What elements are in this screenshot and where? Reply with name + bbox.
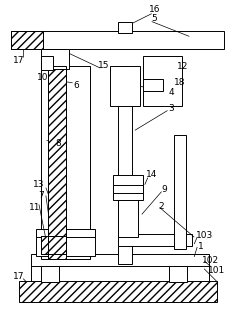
Bar [48, 66, 66, 259]
Text: 5: 5 [152, 14, 157, 23]
Text: 6: 6 [74, 81, 79, 90]
Text: 16: 16 [149, 5, 160, 14]
Bar [41, 266, 59, 282]
Text: 12: 12 [177, 61, 188, 71]
Bar [41, 236, 66, 254]
Text: 14: 14 [146, 170, 157, 179]
Text: 102: 102 [202, 256, 219, 265]
Text: 13: 13 [33, 180, 45, 189]
Bar [36, 234, 95, 256]
Bar [11, 32, 43, 49]
Bar [113, 175, 143, 199]
Text: 11: 11 [29, 203, 41, 212]
Bar [118, 66, 132, 264]
Bar [48, 66, 66, 259]
Bar [118, 234, 192, 246]
Text: 15: 15 [97, 60, 109, 70]
Text: 4: 4 [169, 88, 174, 97]
Text: 103: 103 [195, 231, 213, 240]
Text: 9: 9 [162, 185, 167, 194]
Bar [143, 79, 162, 91]
Bar [169, 266, 187, 282]
Bar [174, 135, 186, 249]
Bar [41, 49, 69, 69]
Bar [36, 229, 95, 237]
Bar [118, 21, 132, 33]
Bar [11, 32, 43, 49]
Bar [41, 66, 90, 259]
Bar [41, 56, 53, 70]
Bar [31, 264, 209, 281]
Text: 18: 18 [174, 78, 185, 87]
Bar [110, 66, 140, 106]
Bar [113, 185, 143, 192]
Bar [19, 281, 217, 302]
Text: 10: 10 [37, 73, 49, 83]
Bar [31, 254, 209, 266]
Text: 3: 3 [169, 104, 174, 113]
Bar [41, 32, 224, 49]
Bar [118, 199, 138, 237]
Text: 7: 7 [38, 191, 44, 200]
Bar [41, 236, 66, 254]
Text: 1: 1 [198, 243, 204, 251]
Text: 2: 2 [159, 202, 164, 211]
Text: 17: 17 [13, 272, 25, 281]
Text: 101: 101 [208, 266, 226, 275]
Bar [143, 56, 182, 106]
Text: 17: 17 [13, 56, 25, 65]
Text: 8: 8 [56, 139, 62, 148]
